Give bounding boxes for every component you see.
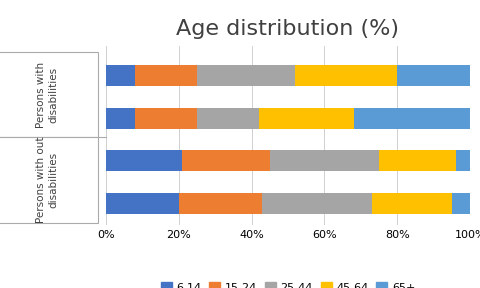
Text: Persons with
disabilities: Persons with disabilities [36, 62, 58, 128]
Bar [106, 150, 182, 171]
Bar [135, 108, 197, 129]
Bar [259, 108, 354, 129]
Text: Persons with out
disabilities: Persons with out disabilities [36, 137, 58, 223]
Bar [295, 65, 397, 86]
Bar [354, 108, 470, 129]
Bar [135, 65, 197, 86]
Bar [197, 65, 295, 86]
Bar [452, 193, 470, 214]
Title: Age distribution (%): Age distribution (%) [177, 19, 399, 39]
Bar [456, 150, 470, 171]
Bar [0, 52, 98, 137]
Bar [106, 193, 179, 214]
Bar [106, 65, 135, 86]
Bar [372, 193, 452, 214]
Bar [0, 137, 98, 223]
Bar [397, 65, 470, 86]
Bar [197, 108, 259, 129]
Bar [106, 108, 135, 129]
Bar [270, 150, 379, 171]
Legend: 6-14, 15-24, 25-44, 45-64, 65+: 6-14, 15-24, 25-44, 45-64, 65+ [159, 280, 417, 288]
Bar [179, 193, 263, 214]
Bar [182, 150, 270, 171]
Bar [263, 193, 372, 214]
Bar [379, 150, 456, 171]
